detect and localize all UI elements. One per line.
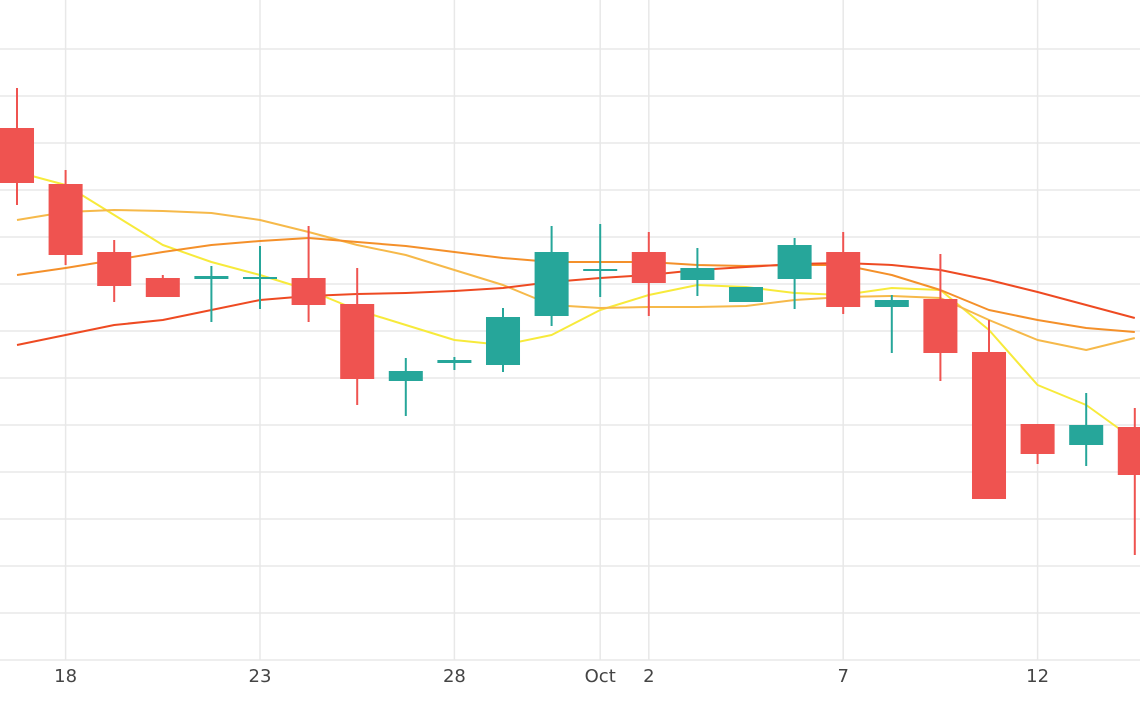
candle-body	[0, 128, 35, 183]
candle-body	[777, 245, 812, 279]
candle-body	[971, 352, 1007, 499]
candle-body	[1117, 427, 1140, 475]
candle-body	[97, 252, 132, 286]
x-tick-label: 18	[54, 666, 77, 687]
candle-body	[145, 278, 180, 297]
candle-body	[388, 371, 423, 381]
moving-average-line	[16, 237, 1135, 333]
candle-body	[583, 269, 618, 271]
x-tick-label: 2	[643, 666, 654, 687]
candle-body	[194, 276, 229, 279]
candle-body	[340, 304, 375, 379]
candle-body	[631, 252, 666, 283]
candle-body	[1069, 425, 1104, 445]
candle-body	[291, 278, 326, 305]
candle-body	[48, 184, 83, 255]
candle-body	[1020, 424, 1055, 454]
grid	[0, 0, 1140, 661]
candle-body	[923, 299, 958, 353]
candle-body	[728, 287, 764, 302]
x-tick-label: 28	[443, 666, 466, 687]
candles	[0, 88, 1140, 555]
candle-body	[534, 252, 569, 316]
candle-body	[485, 317, 521, 365]
candle-body	[874, 300, 909, 307]
x-tick-label: 7	[837, 666, 848, 687]
moving-averages	[16, 171, 1136, 441]
moving-average-line	[16, 262, 1136, 346]
candle-body	[826, 252, 861, 307]
x-axis: 18 23 28 Oct 2 7 12	[54, 666, 1049, 687]
candle-body	[437, 360, 472, 363]
candle-body	[680, 268, 715, 280]
x-tick-label: 12	[1026, 666, 1049, 687]
candle-body	[242, 277, 278, 279]
moving-average-line	[16, 171, 1136, 441]
x-tick-label: 23	[249, 666, 272, 687]
x-tick-label: Oct	[585, 666, 616, 687]
